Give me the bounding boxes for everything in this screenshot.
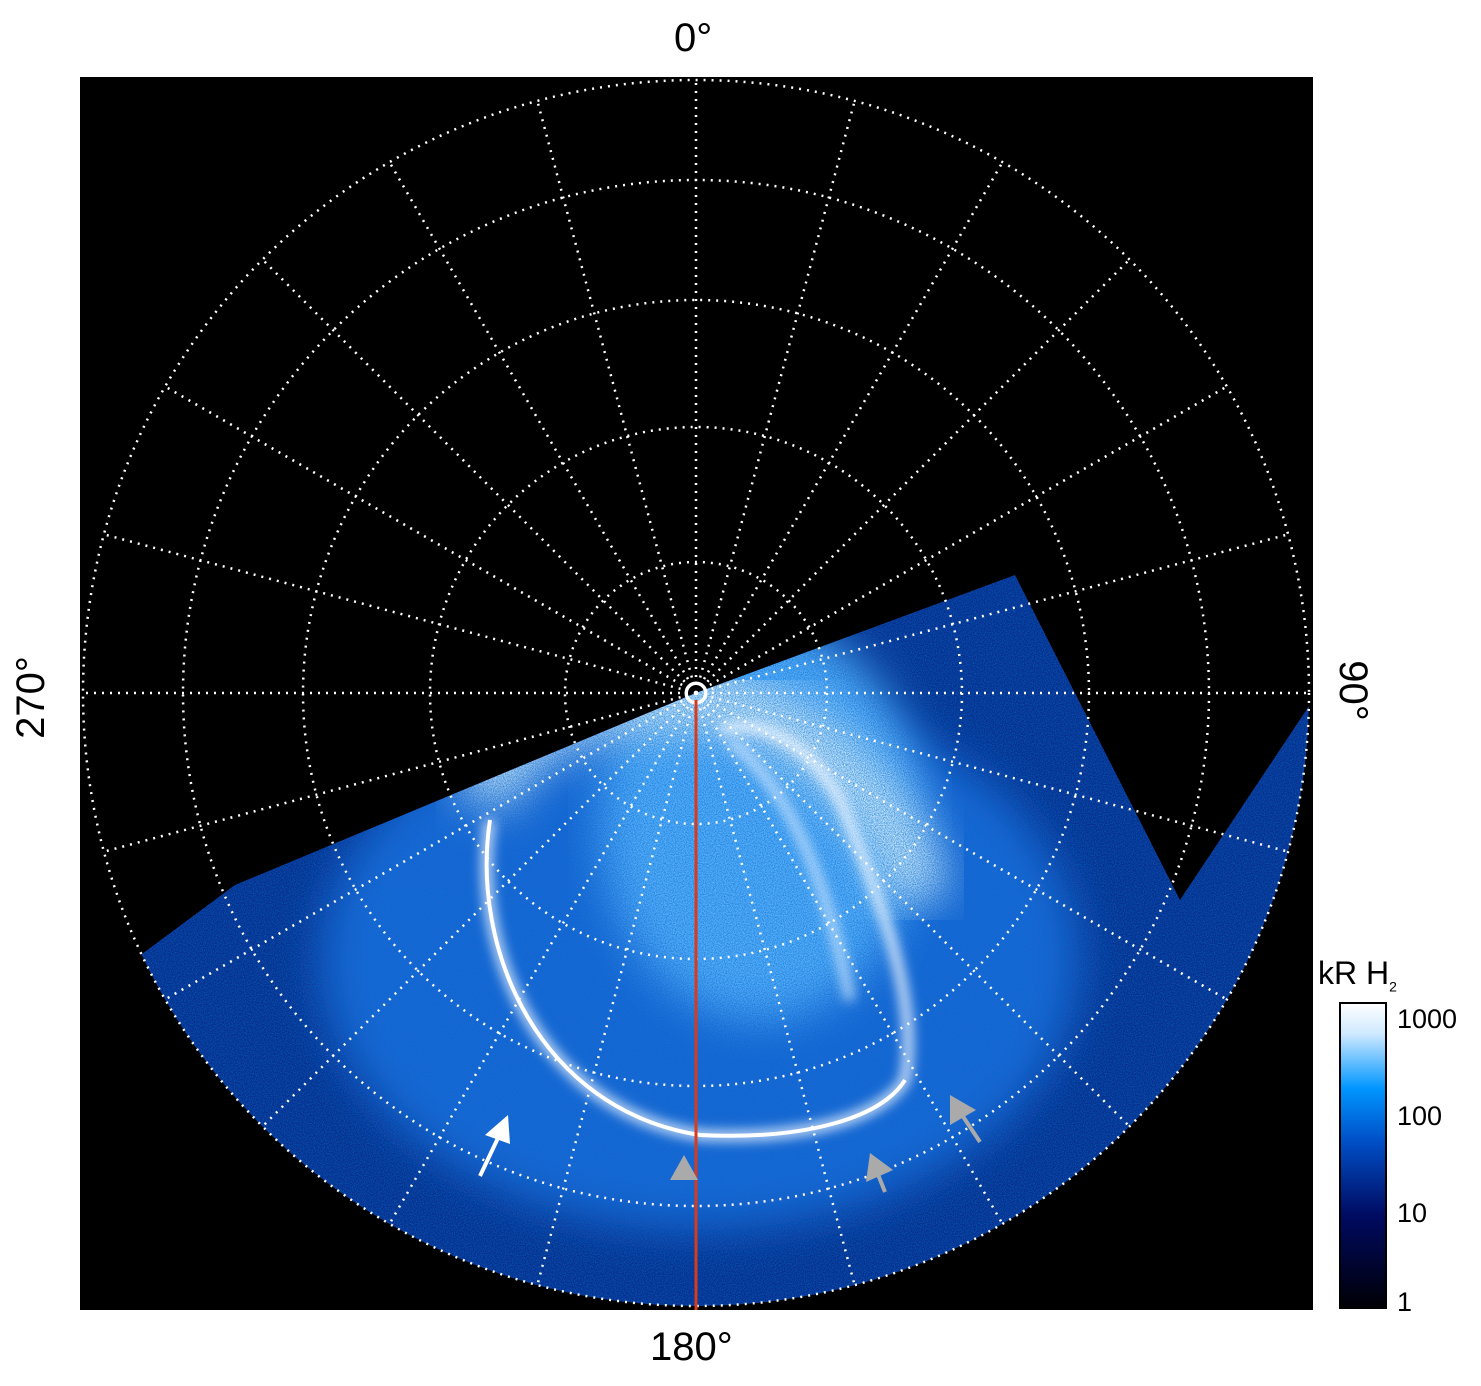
colorbar-unit-subscript: 2 — [1389, 978, 1397, 995]
label-270-deg: 270° — [8, 656, 53, 739]
latitude-circle — [81, 78, 1311, 1308]
colorbar — [1339, 1002, 1387, 1309]
label-0-deg: 0° — [674, 16, 713, 60]
colorbar-unit: kR H — [1318, 955, 1390, 991]
colorbar-tick-10: 10 — [1397, 1198, 1428, 1228]
colorbar-title: kR H2 — [1318, 955, 1397, 994]
arrow-white — [478, 1115, 510, 1177]
label-180-deg: 180° — [650, 1325, 733, 1369]
colorbar-tick-1000: 1000 — [1397, 1004, 1458, 1034]
arrow-gray-3 — [950, 1095, 982, 1144]
latitude-circle — [563, 560, 829, 826]
label-90-deg: 90° — [1330, 660, 1375, 721]
arrow-gray-1 — [670, 1155, 698, 1180]
colorbar-tick-100: 100 — [1397, 1101, 1443, 1131]
colorbar-tick-1: 1 — [1397, 1287, 1413, 1317]
arrow-gray-2 — [866, 1153, 893, 1193]
